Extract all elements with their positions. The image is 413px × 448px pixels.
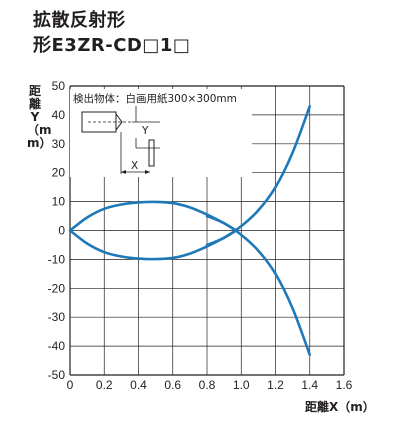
x-tick-label: 1.4 [301, 378, 318, 392]
y-tick-label: 20 [52, 166, 66, 180]
y-tick-label: -40 [48, 339, 66, 353]
series-line [68, 200, 238, 232]
y-tick-label: 30 [52, 137, 66, 151]
annotation-box [70, 89, 252, 177]
x-arrow-left-icon [121, 170, 126, 174]
x-tick-label: 0 [67, 378, 74, 392]
x-tick-label: 1.2 [267, 378, 284, 392]
target-object-icon [148, 139, 155, 167]
x-tick-label: 0.6 [164, 378, 181, 392]
tick-labels: 0 0.2 0.4 0.6 0.8 1.0 1.2 1.4 1.6 50 40 30 20 10 0 -10 -… [48, 79, 353, 392]
y-tick-label: 50 [52, 79, 66, 93]
x-tick-label: 0.4 [130, 378, 147, 392]
series-line [68, 229, 238, 261]
x-tick-label: 1.6 [336, 378, 353, 392]
x-tick-label: 0.8 [199, 378, 216, 392]
y-tick-label: 40 [52, 108, 66, 122]
inset-x-label: X [131, 160, 138, 172]
chart-title: 拡散反射形 [33, 10, 126, 31]
y-tick-label: 10 [52, 195, 66, 209]
y-tick-label: -30 [48, 310, 66, 324]
inset-diagram: 検出物体：白画用紙300×300mm Y X [70, 89, 252, 177]
x-arrow-right-icon [145, 170, 150, 174]
sensor-lens-icon [115, 112, 123, 132]
y-tick-label: -20 [48, 281, 66, 295]
x-tick-label: 0.2 [96, 378, 113, 392]
chart-subtitle: 形E3ZR-CD□1□ [33, 35, 191, 56]
y-tick-label: -50 [48, 368, 66, 382]
x-axis-title: 距離X（m） [305, 399, 375, 414]
series-line [205, 104, 312, 247]
series-line [205, 214, 312, 357]
y-tick-label: 0 [58, 224, 65, 238]
series-lines [68, 104, 312, 357]
inset-y-label: Y [141, 125, 149, 137]
x-tick-label: 1.0 [233, 378, 250, 392]
annotation-text: 検出物体：白画用紙300×300mm [73, 92, 237, 105]
y-tick-label: -10 [48, 252, 66, 266]
